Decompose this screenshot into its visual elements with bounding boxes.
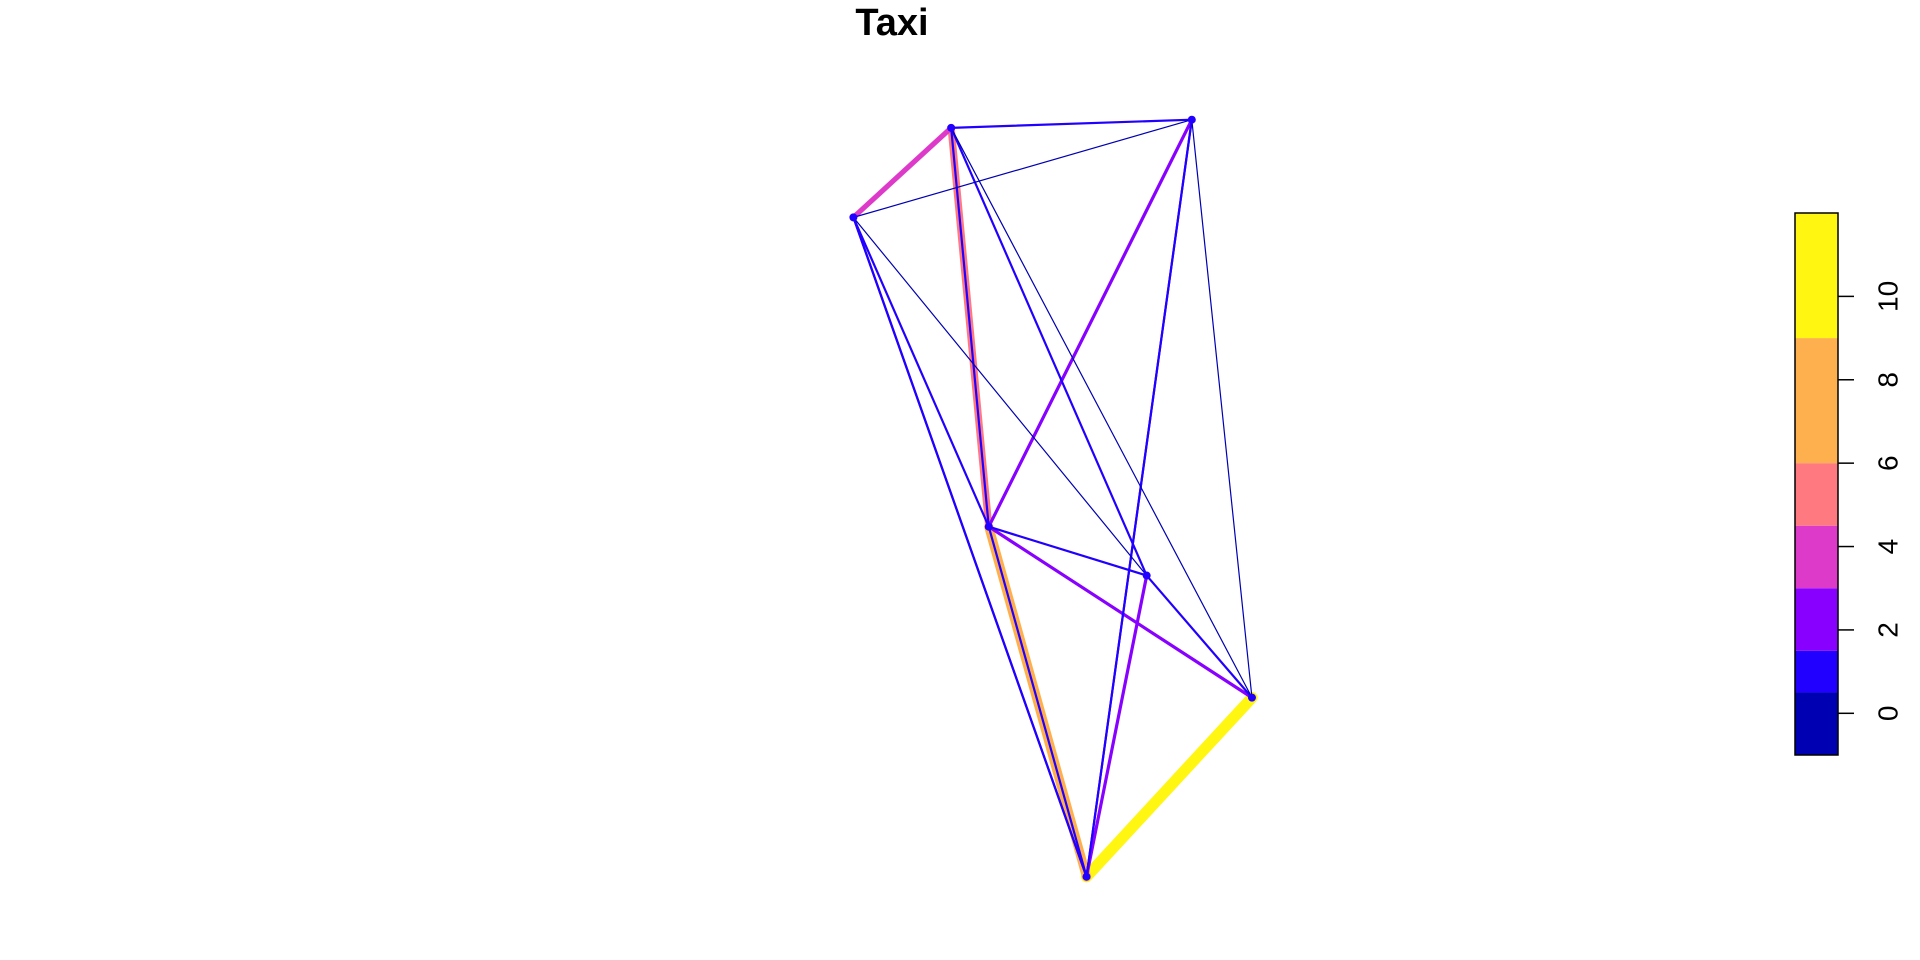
edge-B-E-8 — [950, 126, 1148, 577]
edge-A-C-2 — [852, 119, 1193, 218]
legend-swatch-0 — [1795, 692, 1838, 755]
legend-swatch-6 — [1795, 213, 1838, 339]
edges-layer — [850, 118, 1258, 883]
edge-D-E-13 — [987, 525, 1148, 577]
color-key-legend: 0 2 4 6 8 10 — [1794, 212, 1904, 756]
legend-swatch-3 — [1795, 525, 1838, 589]
node-C — [1187, 115, 1196, 124]
legend-tick-label-0: 0 — [1873, 706, 1904, 722]
edge-B-F-9 — [950, 127, 1253, 699]
edge-C-F-12 — [1191, 119, 1253, 699]
edge-D-G-16 — [987, 525, 1088, 878]
legend-swatch-5 — [1795, 338, 1838, 464]
node-F — [1247, 693, 1256, 702]
node-A — [849, 213, 858, 222]
legend-tick-label-3: 6 — [1873, 455, 1904, 471]
node-D — [984, 522, 993, 531]
legend-tick-label-2: 4 — [1873, 539, 1904, 555]
legend-tick-label-4: 8 — [1873, 372, 1904, 388]
edge-A-D-3 — [852, 216, 990, 528]
edge-E-G-18 — [1084, 573, 1149, 879]
nodes-layer — [849, 115, 1256, 881]
legend-tick-label-1: 2 — [1873, 622, 1904, 638]
legend-swatch-2 — [1795, 588, 1838, 651]
edge-B-D-7 — [950, 126, 990, 528]
edge-F-G-19 — [1080, 692, 1258, 883]
edge-D-F-14 — [987, 525, 1254, 700]
edge-A-E-4 — [852, 216, 1148, 577]
edge-A-G-20 — [852, 216, 1088, 878]
node-B — [947, 123, 956, 132]
edge-C-G-21 — [1085, 118, 1193, 878]
edge-C-D-10 — [987, 118, 1194, 529]
node-G — [1082, 872, 1091, 881]
legend-tick-label-5: 10 — [1873, 281, 1904, 312]
node-E — [1142, 571, 1151, 580]
edge-E-F-17 — [1145, 574, 1254, 699]
edge-A-B-0 — [850, 125, 954, 220]
legend-border — [1794, 212, 1839, 756]
chart-title: Taxi — [855, 2, 929, 44]
edge-B-C-1 — [950, 118, 1193, 129]
legend-swatch-4 — [1795, 463, 1838, 526]
legend-swatch-1 — [1795, 650, 1838, 693]
